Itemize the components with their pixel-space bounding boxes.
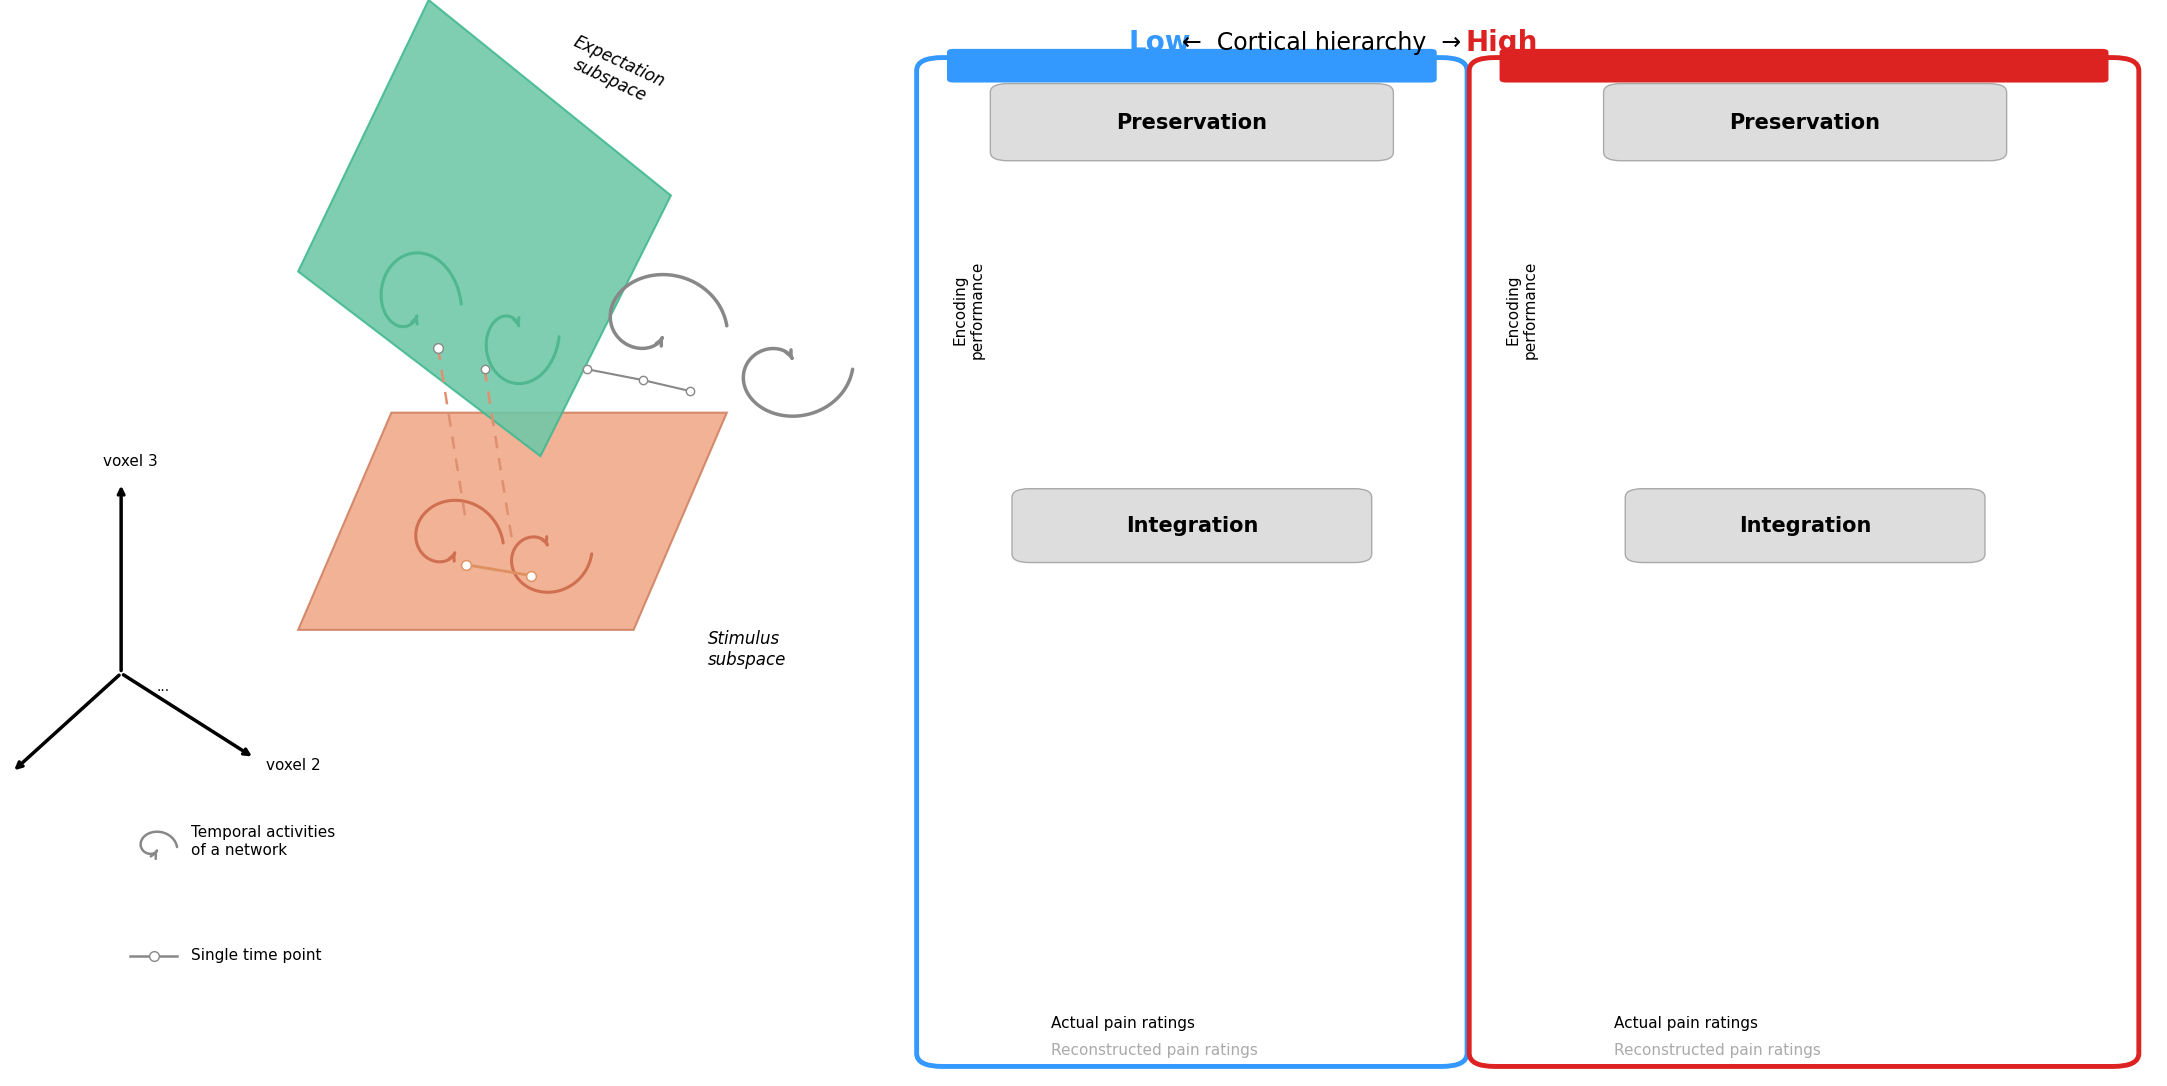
Bar [1924, 209, 1948, 240]
Text: High: High [1465, 29, 1539, 58]
Bar [1372, 209, 1396, 240]
Bar [1133, 150, 1157, 181]
Text: Stimulus
subspace: Stimulus subspace [709, 630, 787, 669]
Bar [1556, 268, 1601, 483]
Bar [1133, 209, 1157, 240]
Text: Preservation: Preservation [1116, 113, 1268, 132]
Text: Stimulus: Stimulus [1311, 159, 1370, 172]
Bar [1372, 150, 1396, 181]
Text: Encoding
performance: Encoding performance [953, 261, 984, 358]
Text: Stimulus intensity: Stimulus intensity [1123, 1023, 1272, 1041]
Text: Null: Null [1344, 218, 1370, 231]
Bar [1686, 209, 1710, 240]
Polygon shape [299, 413, 726, 630]
Text: ←  Cortical hierarchy  →: ← Cortical hierarchy → [1183, 31, 1461, 55]
Polygon shape [299, 0, 672, 456]
Bar [1636, 400, 1682, 483]
Text: Encoding
performance: Encoding performance [1506, 261, 1536, 358]
Bar [1084, 379, 1129, 483]
Text: Preservation: Preservation [1729, 113, 1881, 132]
Text: Integration: Integration [1738, 516, 1872, 535]
Text: ...: ... [156, 681, 169, 694]
Text: Null: Null [1896, 218, 1922, 231]
Text: Stimulus: Stimulus [1864, 159, 1922, 172]
Text: Actual pain ratings: Actual pain ratings [1614, 1015, 1757, 1031]
Text: voxel 3: voxel 3 [104, 454, 158, 469]
Text: Pain ratings: Pain ratings [1467, 733, 1487, 831]
Text: Exp.: Exp. [1101, 159, 1131, 172]
Bar [1924, 150, 1948, 181]
Bar [1874, 414, 1920, 483]
Text: Reconstructed pain ratings: Reconstructed pain ratings [1051, 1043, 1257, 1058]
Text: Temporal activities
of a network: Temporal activities of a network [191, 825, 336, 858]
Bar [1322, 393, 1367, 483]
Text: Null: Null [1105, 218, 1131, 231]
Text: voxel 2: voxel 2 [267, 758, 321, 772]
Bar [1794, 275, 1840, 483]
Text: Expectation
subspace: Expectation subspace [561, 33, 667, 110]
Bar [1242, 386, 1287, 483]
Text: Null: Null [1658, 218, 1684, 231]
Text: Reconstructed pain ratings: Reconstructed pain ratings [1614, 1043, 1820, 1058]
Text: Actual pain ratings: Actual pain ratings [1051, 1015, 1194, 1031]
Text: Exp.: Exp. [1653, 159, 1684, 172]
Bar [1003, 247, 1049, 483]
Text: Stimulus intensity: Stimulus intensity [1734, 1023, 1885, 1041]
Bar [1686, 150, 1710, 181]
Text: Single time point: Single time point [191, 948, 321, 963]
Text: Integration: Integration [1125, 516, 1259, 535]
Text: Low: Low [1129, 29, 1190, 58]
Text: Pain ratings: Pain ratings [919, 733, 936, 831]
